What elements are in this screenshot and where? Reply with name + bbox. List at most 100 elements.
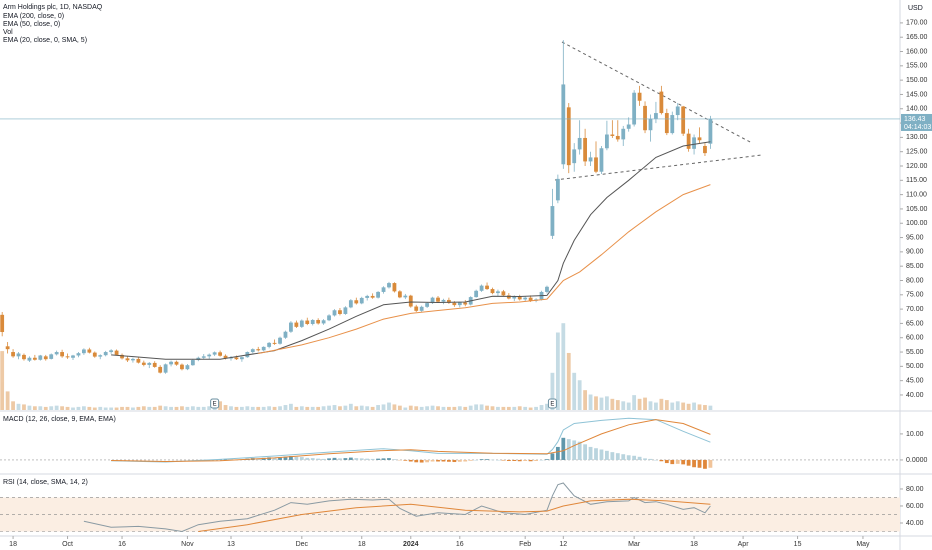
candle-body [49, 354, 54, 359]
volume-bar [523, 406, 528, 410]
earnings-label: E [213, 402, 217, 408]
volume-bar [452, 406, 457, 410]
macd-histogram-bar [305, 457, 310, 460]
candle-body [419, 306, 424, 311]
x-tick-label: 16 [456, 541, 464, 548]
candle-body [485, 285, 489, 290]
macd-histogram-bar [637, 456, 642, 460]
macd-histogram-bar [229, 459, 233, 460]
candle-body [158, 366, 163, 373]
macd-title: MACD (12, 26, close, 9, EMA, EMA) [3, 416, 116, 423]
x-tick-label: 15 [794, 541, 802, 548]
y-tick-label: 85.00 [906, 263, 924, 270]
volume-bar [207, 406, 212, 410]
macd-histogram-bar [283, 456, 288, 460]
macd-histogram-bar [376, 458, 380, 460]
volume-bar [359, 405, 364, 410]
candle-body [594, 157, 598, 172]
volume-bar [321, 406, 326, 410]
volume-bar [621, 401, 626, 410]
volume-bar [517, 406, 522, 410]
volume-bar [643, 397, 647, 410]
moving-average-line [111, 141, 711, 360]
macd-histogram-bar [387, 458, 391, 460]
volume-bar [32, 406, 37, 410]
volume-bar [316, 406, 321, 410]
candle-body [141, 362, 146, 365]
macd-histogram-bar [572, 440, 577, 460]
volume-bar [354, 406, 359, 410]
rsi-tick-label: 80.00 [906, 486, 924, 493]
volume-bar [474, 404, 479, 410]
volume-bar [289, 403, 293, 410]
volume-bar [185, 406, 190, 410]
candle-body [370, 295, 375, 298]
volume-bar [468, 405, 473, 410]
volume-bar [196, 406, 201, 410]
macd-histogram-bar [485, 459, 489, 460]
macd-histogram-bar [463, 459, 468, 462]
macd-histogram-bar [419, 459, 424, 463]
candle-body [561, 84, 566, 165]
volume-bar [87, 406, 92, 410]
volume-bar [485, 405, 489, 410]
macd-histogram-bar [686, 459, 691, 466]
x-tick-label: Feb [519, 541, 531, 548]
volume-bar [98, 406, 103, 410]
volume-bar [250, 406, 255, 410]
volume-bar [675, 401, 680, 410]
candle-body [517, 296, 522, 300]
volume-bar [267, 406, 272, 410]
volume-bar [218, 401, 222, 410]
volume-bar [294, 406, 299, 410]
macd-histogram-bar [648, 458, 653, 460]
candle-body [223, 355, 228, 359]
volume-bar [692, 402, 696, 410]
volume-bar [22, 404, 26, 410]
candle-body [425, 303, 430, 307]
candle-body [169, 361, 173, 365]
x-tick-label: May [856, 541, 870, 548]
candle-body [397, 291, 402, 298]
y-tick-label: 95.00 [906, 234, 924, 241]
candle-body [174, 361, 179, 365]
candle-body [32, 357, 37, 360]
macd-histogram-bar [523, 459, 528, 461]
candle-body [207, 354, 212, 357]
candle-body [38, 355, 43, 360]
candle-body [299, 320, 304, 327]
macd-line [111, 419, 711, 463]
macd-histogram-bar [577, 441, 582, 460]
macd-histogram-bar [675, 459, 680, 464]
macd-histogram-bar [703, 459, 707, 469]
candle-body [545, 286, 549, 292]
macd-histogram-bar [670, 459, 675, 465]
volume-bar [305, 406, 310, 410]
candle-body [403, 295, 408, 298]
candle-body [610, 134, 615, 136]
macd-histogram-bar [392, 459, 397, 460]
y-tick-label: 65.00 [906, 320, 924, 327]
y-tick-label: 40.00 [906, 392, 924, 399]
x-tick-label: 13 [227, 541, 235, 548]
legend-entry: Vol [3, 29, 13, 36]
macd-histogram-bar [528, 459, 533, 462]
x-tick-label: Mar [628, 541, 641, 548]
earnings-label: E [550, 402, 554, 408]
volume-bar [147, 406, 152, 410]
volume-bar [708, 405, 713, 410]
candle-body [0, 314, 5, 333]
rsi-tick-label: 40.00 [906, 520, 924, 527]
macd-histogram-bar [583, 444, 588, 460]
y-tick-label: 130.00 [906, 134, 928, 141]
candle-body [98, 355, 103, 357]
volume-bar [245, 406, 250, 410]
candle-body [626, 124, 631, 129]
volume-bar [441, 406, 446, 410]
volume-bar [436, 406, 440, 410]
candle-body [234, 357, 239, 360]
x-tick-label: 12 [559, 541, 567, 548]
volume-bar [539, 405, 544, 410]
earnings-marker [547, 398, 557, 409]
